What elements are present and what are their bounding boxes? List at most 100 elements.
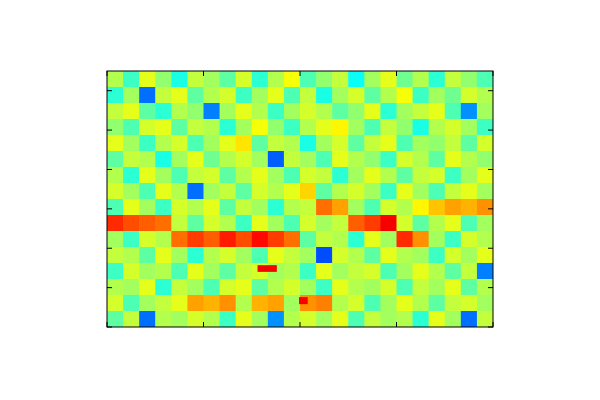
heat-cell <box>139 215 156 232</box>
heat-cell <box>397 215 414 232</box>
heat-cell <box>332 135 349 152</box>
x-tick <box>107 322 108 327</box>
heat-cell <box>107 103 124 120</box>
heat-cell <box>139 199 156 216</box>
heat-cell <box>461 311 478 327</box>
heat-cell <box>236 295 253 312</box>
heat-cell <box>316 295 333 312</box>
heat-cell <box>429 263 446 280</box>
heat-cell <box>284 151 301 168</box>
heat-cell <box>123 167 140 184</box>
heat-cell <box>397 247 414 264</box>
heat-cell <box>123 183 140 200</box>
heat-cell <box>364 215 381 232</box>
heat-cell <box>348 295 365 312</box>
heat-cell <box>461 215 478 232</box>
heat-cell <box>429 135 446 152</box>
heat-cell <box>268 311 285 327</box>
heat-cell <box>107 151 124 168</box>
heat-cell <box>236 199 253 216</box>
heat-cell <box>252 231 269 248</box>
heat-cell <box>268 135 285 152</box>
heat-cell <box>187 151 204 168</box>
heat-cell <box>397 279 414 296</box>
heat-cell <box>236 247 253 264</box>
heat-cell <box>204 231 221 248</box>
heat-cell <box>445 199 462 216</box>
heat-cell <box>445 263 462 280</box>
heat-cell <box>397 135 414 152</box>
heat-cell <box>429 279 446 296</box>
heat-cell <box>413 71 430 88</box>
heat-cell <box>445 215 462 232</box>
heat-cell <box>139 295 156 312</box>
heat-cell <box>332 119 349 136</box>
heat-cell <box>316 135 333 152</box>
heat-cell <box>429 167 446 184</box>
heat-cell <box>364 231 381 248</box>
heat-cell <box>348 183 365 200</box>
heat-cell <box>171 279 188 296</box>
heat-cell <box>187 215 204 232</box>
y-tick <box>107 169 112 170</box>
heat-cell <box>429 103 446 120</box>
heat-cell <box>300 87 317 104</box>
y-tick-right <box>488 169 493 170</box>
y-tick-right <box>488 130 493 131</box>
heat-cell <box>429 247 446 264</box>
heat-cell <box>429 71 446 88</box>
heat-cell <box>461 247 478 264</box>
heat-cell <box>155 231 172 248</box>
heat-cell <box>316 231 333 248</box>
heat-cell <box>429 199 446 216</box>
heat-cell <box>364 295 381 312</box>
y-tick <box>107 248 112 249</box>
heat-cell <box>204 167 221 184</box>
heat-cell <box>364 279 381 296</box>
heat-cell <box>332 71 349 88</box>
heat-cell <box>220 103 237 120</box>
heat-cell <box>220 167 237 184</box>
heat-cell <box>204 119 221 136</box>
heat-cell <box>107 119 124 136</box>
heat-cell <box>220 199 237 216</box>
plot-frame <box>107 71 493 327</box>
heat-cell <box>268 151 285 168</box>
heat-cell <box>171 247 188 264</box>
heat-cell <box>236 183 253 200</box>
heat-cell <box>477 87 493 104</box>
heat-cell <box>332 247 349 264</box>
heat-cell <box>380 231 397 248</box>
y-tick <box>107 130 112 131</box>
heat-cell <box>364 247 381 264</box>
heat-cell <box>107 231 124 248</box>
heat-cell <box>155 87 172 104</box>
heat-cell <box>461 119 478 136</box>
heat-cell <box>413 295 430 312</box>
heat-cell <box>284 167 301 184</box>
heat-cell <box>413 263 430 280</box>
heat-cell <box>445 151 462 168</box>
heat-cell <box>477 247 493 264</box>
heat-cell <box>268 199 285 216</box>
heat-cell <box>397 263 414 280</box>
heat-cell <box>300 183 317 200</box>
heat-cell <box>397 295 414 312</box>
heat-cell <box>252 103 269 120</box>
heat-cell <box>380 119 397 136</box>
heat-cell <box>380 183 397 200</box>
heat-cell <box>364 135 381 152</box>
heat-cell <box>155 119 172 136</box>
heat-cell <box>348 231 365 248</box>
x-tick <box>203 322 204 327</box>
heat-cell <box>204 295 221 312</box>
heat-cell <box>139 103 156 120</box>
heat-cell <box>397 183 414 200</box>
heat-cell <box>268 103 285 120</box>
heat-cell <box>236 103 253 120</box>
heat-cell <box>220 87 237 104</box>
heat-cell <box>204 215 221 232</box>
heat-cell <box>236 87 253 104</box>
heat-cell <box>413 151 430 168</box>
heat-cell <box>429 151 446 168</box>
